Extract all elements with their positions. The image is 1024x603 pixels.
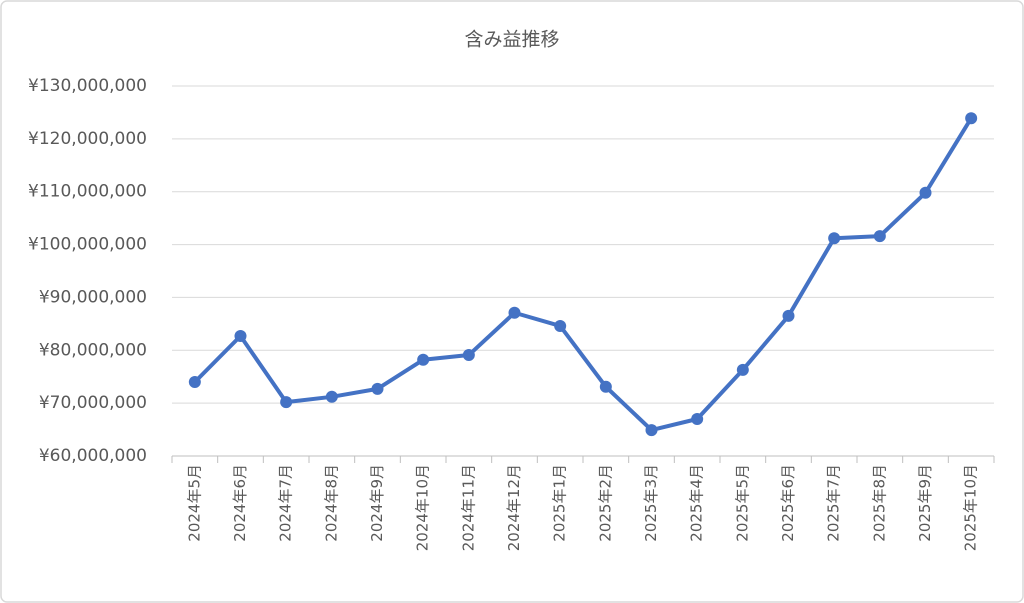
- data-point: [462, 349, 475, 362]
- data-point: [645, 424, 658, 437]
- x-tick-label: 2024年7月: [277, 464, 295, 542]
- y-tick-label: ¥110,000,000: [28, 182, 147, 202]
- x-tick-label: 2025年10月: [962, 464, 980, 551]
- x-tick-label: 2025年7月: [825, 464, 843, 542]
- chart-title: 含み益推移: [464, 29, 559, 51]
- data-point: [873, 230, 886, 243]
- data-point: [554, 319, 567, 332]
- data-point: [965, 112, 978, 125]
- y-tick-label: ¥130,000,000: [28, 76, 147, 96]
- x-tick-label: 2025年5月: [733, 464, 751, 542]
- x-tick-label: 2024年10月: [414, 464, 432, 551]
- x-tick-label: 2025年1月: [551, 464, 569, 542]
- x-tick-label: 2024年12月: [505, 464, 523, 551]
- data-point: [325, 390, 338, 403]
- y-tick-label: ¥100,000,000: [28, 235, 147, 255]
- data-point: [417, 353, 430, 366]
- y-tick-label: ¥60,000,000: [39, 446, 147, 466]
- series-line: [193, 117, 973, 433]
- y-tick-label: ¥90,000,000: [39, 287, 147, 307]
- x-tick-label: 2024年11月: [459, 464, 477, 551]
- data-point: [280, 396, 293, 409]
- data-point: [188, 376, 201, 388]
- data-point: [736, 363, 749, 376]
- x-tick-label: 2025年2月: [596, 464, 614, 542]
- data-point: [782, 309, 795, 322]
- data-point: [234, 330, 247, 343]
- data-point: [508, 306, 521, 319]
- x-tick-label: 2025年4月: [688, 464, 706, 542]
- y-tick-label: ¥70,000,000: [39, 393, 147, 413]
- y-tick-label: ¥120,000,000: [28, 129, 147, 149]
- x-tick-label: 2024年9月: [368, 464, 386, 542]
- data-point: [371, 382, 384, 395]
- data-point: [919, 186, 932, 199]
- data-point: [599, 380, 612, 393]
- data-point: [691, 413, 704, 425]
- y-tick-label: ¥80,000,000: [39, 340, 147, 360]
- x-tick-label: 2024年6月: [231, 464, 249, 542]
- x-tick-label: 2025年8月: [870, 464, 888, 542]
- x-tick-label: 2024年8月: [322, 464, 340, 542]
- x-tick-label: 2025年6月: [779, 464, 797, 542]
- x-tick-label: 2025年3月: [642, 464, 660, 542]
- x-tick-label: 2024年5月: [185, 464, 203, 542]
- x-tick-label: 2025年9月: [916, 464, 934, 542]
- data-point: [828, 232, 841, 245]
